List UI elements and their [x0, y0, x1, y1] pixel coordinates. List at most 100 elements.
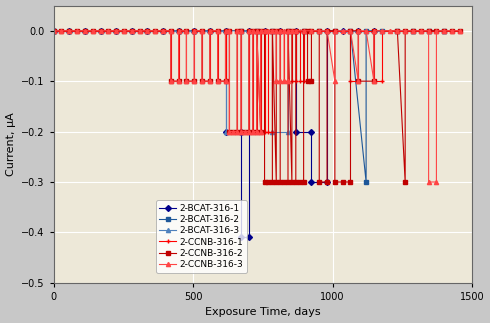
- 2-BCAT-316-2: [113, 29, 119, 33]
- 2-BCAT-316-3: [50, 29, 56, 33]
- 2-BCAT-316-3: [254, 29, 260, 33]
- 2-BCAT-316-1: [238, 235, 244, 239]
- 2-BCAT-316-1: [324, 180, 330, 184]
- 2-CCNB-316-3: [82, 29, 88, 33]
- 2-BCAT-316-2: [254, 29, 260, 33]
- 2-BCAT-316-3: [160, 29, 166, 33]
- 2-BCAT-316-1: [98, 29, 103, 33]
- 2-BCAT-316-3: [379, 29, 385, 33]
- Line: 2-CCNB-316-2: 2-CCNB-316-2: [51, 29, 462, 184]
- 2-BCAT-316-1: [309, 180, 315, 184]
- 2-BCAT-316-1: [238, 130, 244, 133]
- 2-BCAT-316-2: [98, 29, 103, 33]
- Line: 2-BCAT-316-1: 2-BCAT-316-1: [51, 29, 376, 240]
- 2-CCNB-316-1: [317, 29, 322, 33]
- 2-CCNB-316-2: [262, 180, 268, 184]
- 2-BCAT-316-3: [426, 29, 432, 33]
- 2-BCAT-316-1: [340, 29, 345, 33]
- 2-BCAT-316-3: [347, 29, 353, 33]
- 2-CCNB-316-3: [121, 29, 127, 33]
- 2-BCAT-316-2: [363, 29, 369, 33]
- 2-BCAT-316-1: [246, 235, 252, 239]
- 2-BCAT-316-1: [293, 29, 299, 33]
- Line: 2-CCNB-316-1: 2-CCNB-316-1: [51, 29, 462, 134]
- 2-CCNB-316-2: [183, 29, 189, 33]
- 2-BCAT-316-1: [160, 29, 166, 33]
- Line: 2-BCAT-316-3: 2-BCAT-316-3: [51, 29, 446, 134]
- 2-BCAT-316-1: [191, 29, 197, 33]
- 2-CCNB-316-2: [258, 29, 264, 33]
- 2-BCAT-316-2: [394, 29, 400, 33]
- 2-CCNB-316-2: [301, 29, 307, 33]
- 2-BCAT-316-2: [317, 29, 322, 33]
- 2-BCAT-316-3: [270, 29, 275, 33]
- 2-BCAT-316-2: [66, 29, 72, 33]
- 2-BCAT-316-2: [363, 180, 369, 184]
- 2-BCAT-316-2: [129, 29, 135, 33]
- 2-BCAT-316-2: [238, 29, 244, 33]
- 2-BCAT-316-2: [145, 29, 150, 33]
- 2-BCAT-316-3: [82, 29, 88, 33]
- 2-BCAT-316-1: [50, 29, 56, 33]
- 2-CCNB-316-3: [250, 29, 256, 33]
- 2-BCAT-316-3: [317, 29, 322, 33]
- 2-CCNB-316-2: [332, 29, 338, 33]
- 2-BCAT-316-3: [145, 29, 150, 33]
- 2-BCAT-316-3: [332, 29, 338, 33]
- 2-BCAT-316-2: [441, 29, 447, 33]
- 2-BCAT-316-3: [394, 29, 400, 33]
- 2-CCNB-316-1: [199, 79, 205, 83]
- 2-BCAT-316-3: [410, 29, 416, 33]
- 2-BCAT-316-2: [82, 29, 88, 33]
- 2-BCAT-316-2: [176, 29, 182, 33]
- 2-BCAT-316-3: [176, 29, 182, 33]
- 2-CCNB-316-3: [371, 29, 377, 33]
- 2-CCNB-316-2: [457, 29, 463, 33]
- 2-BCAT-316-2: [410, 29, 416, 33]
- 2-BCAT-316-3: [222, 130, 228, 133]
- 2-CCNB-316-2: [168, 29, 174, 33]
- 2-BCAT-316-2: [285, 29, 291, 33]
- 2-BCAT-316-2: [347, 29, 353, 33]
- 2-BCAT-316-3: [191, 29, 197, 33]
- 2-CCNB-316-1: [238, 130, 244, 133]
- 2-BCAT-316-3: [301, 29, 307, 33]
- 2-BCAT-316-2: [270, 29, 275, 33]
- 2-BCAT-316-2: [50, 29, 56, 33]
- 2-BCAT-316-2: [160, 29, 166, 33]
- 2-BCAT-316-3: [222, 29, 228, 33]
- 2-CCNB-316-1: [168, 79, 174, 83]
- 2-BCAT-316-2: [332, 29, 338, 33]
- Legend: 2-BCAT-316-1, 2-BCAT-316-2, 2-BCAT-316-3, 2-CCNB-316-1, 2-CCNB-316-2, 2-CCNB-316: 2-BCAT-316-1, 2-BCAT-316-2, 2-BCAT-316-3…: [156, 200, 247, 273]
- 2-BCAT-316-2: [222, 29, 228, 33]
- Y-axis label: Current, μA: Current, μA: [5, 112, 16, 176]
- 2-CCNB-316-1: [246, 29, 252, 33]
- 2-BCAT-316-1: [145, 29, 150, 33]
- 2-BCAT-316-1: [355, 29, 361, 33]
- 2-BCAT-316-2: [379, 29, 385, 33]
- 2-BCAT-316-3: [270, 130, 275, 133]
- 2-BCAT-316-3: [285, 29, 291, 33]
- 2-CCNB-316-3: [50, 29, 56, 33]
- 2-BCAT-316-2: [191, 29, 197, 33]
- 2-BCAT-316-3: [285, 130, 291, 133]
- 2-BCAT-316-3: [113, 29, 119, 33]
- 2-BCAT-316-3: [207, 29, 213, 33]
- 2-CCNB-316-3: [426, 180, 432, 184]
- 2-BCAT-316-1: [207, 29, 213, 33]
- 2-CCNB-316-3: [457, 29, 463, 33]
- 2-CCNB-316-3: [66, 29, 72, 33]
- 2-BCAT-316-2: [207, 29, 213, 33]
- 2-BCAT-316-3: [129, 29, 135, 33]
- 2-BCAT-316-1: [277, 29, 283, 33]
- 2-BCAT-316-1: [222, 130, 228, 133]
- 2-BCAT-316-1: [246, 29, 252, 33]
- 2-CCNB-316-1: [281, 29, 287, 33]
- 2-BCAT-316-1: [371, 29, 377, 33]
- 2-CCNB-316-2: [50, 29, 56, 33]
- 2-BCAT-316-1: [222, 29, 228, 33]
- 2-BCAT-316-3: [66, 29, 72, 33]
- 2-BCAT-316-1: [176, 29, 182, 33]
- 2-BCAT-316-3: [441, 29, 447, 33]
- 2-BCAT-316-1: [82, 29, 88, 33]
